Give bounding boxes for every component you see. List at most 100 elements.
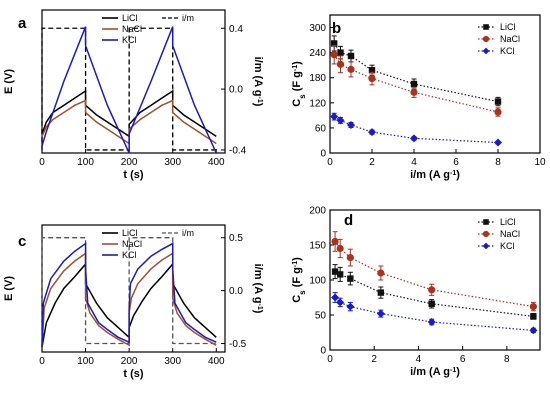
- x-tick-label: 0: [327, 354, 333, 365]
- legend-label: NaCl: [122, 239, 142, 249]
- legend-label: KCl: [500, 241, 515, 251]
- series-line-kcl: [41, 242, 217, 348]
- data-point-licl: [494, 98, 502, 105]
- data-point-nacl: [368, 74, 376, 83]
- y-tick-label: 0: [320, 149, 326, 160]
- x-tick-label: 0: [39, 157, 45, 168]
- panel-letter-b: b: [332, 20, 341, 37]
- data-point-licl: [347, 275, 354, 282]
- data-point-licl: [337, 49, 344, 56]
- data-point-licl: [530, 313, 537, 320]
- x-tick-label: 8: [504, 354, 510, 365]
- y2-tick-label: 0.0: [229, 85, 243, 96]
- legend-label: i/m: [182, 228, 194, 238]
- panel-a: 0 100 200 300 400 -0.4 0.0 0.4 t (s) E (V) i/m (A …: [3, 9, 264, 181]
- data-point-licl: [377, 289, 385, 296]
- y-tick-label: 240: [309, 48, 326, 59]
- legend-label: NaCl: [500, 34, 520, 44]
- data-point-kcl: [330, 112, 339, 121]
- x-tick-label: 400: [208, 356, 225, 367]
- legend-label: LiCl: [500, 22, 516, 32]
- x-axis-label: i/m (A g-1): [410, 366, 460, 378]
- y-axis-label-part: s: [298, 94, 307, 99]
- data-point-nacl: [347, 65, 355, 73]
- legend-marker: [483, 24, 489, 30]
- legend-label: NaCl: [500, 229, 520, 239]
- data-point-licl: [347, 52, 355, 60]
- y-axis-label-part: ): [291, 61, 303, 65]
- y-tick-label: 200: [309, 206, 326, 217]
- y2-tick-label: 0.5: [229, 233, 243, 244]
- legend-marker: [482, 35, 490, 43]
- series-line-kcl: [41, 26, 217, 154]
- y-tick-label: 120: [309, 98, 326, 109]
- x-axis-label-part: -1: [450, 367, 456, 374]
- data-point-nacl: [377, 269, 385, 277]
- data-point-nacl: [331, 237, 339, 246]
- x-axis-label-part: i/m (A g: [410, 169, 450, 181]
- data-point-kcl: [368, 128, 376, 137]
- x-axis-label-part: -1: [450, 170, 456, 177]
- y2-axis-label-part: -1: [257, 304, 264, 310]
- data-point-kcl: [336, 298, 345, 307]
- data-point-kcl: [427, 318, 436, 326]
- data-point-licl: [368, 67, 376, 74]
- x-tick-label: 0: [327, 157, 333, 168]
- panel-letter-d: d: [344, 212, 353, 229]
- data-point-licl: [331, 40, 338, 47]
- y-axis-label-part: -1: [292, 65, 299, 71]
- y-axis-label: E (V): [3, 276, 15, 301]
- x-axis-label: t (s): [123, 169, 144, 181]
- x-axis-label-part: ): [456, 169, 460, 181]
- x-tick-label: 200: [121, 356, 138, 367]
- y2-tick-label: -0.4: [229, 145, 247, 156]
- data-point-kcl: [494, 138, 502, 147]
- y-axis-label-part: ): [291, 257, 303, 261]
- legend-marker: [482, 242, 490, 250]
- legend-marker: [482, 230, 490, 238]
- data-point-nacl: [410, 88, 418, 96]
- data-point-licl: [410, 80, 418, 88]
- plot-frame: [329, 14, 541, 154]
- y2-axis-label-part: i/m (A g: [252, 264, 264, 304]
- y-tick-label: 180: [309, 73, 326, 84]
- data-point-kcl: [376, 309, 385, 318]
- y-tick-label: 60: [315, 123, 327, 134]
- data-point-licl: [336, 271, 344, 278]
- y2-axis-label: i/m (A g-1): [252, 264, 264, 314]
- y-axis-label-part: C: [291, 295, 303, 303]
- x-axis-label: t (s): [123, 368, 144, 380]
- data-point-nacl: [336, 60, 345, 68]
- legend-label: KCl: [122, 35, 137, 45]
- legend-label: i/m: [182, 13, 194, 23]
- x-axis-label-part: ): [456, 366, 460, 378]
- y-tick-label: 50: [315, 311, 327, 322]
- x-tick-label: 300: [164, 157, 181, 168]
- legend-marker: [483, 219, 489, 225]
- data-point-nacl: [330, 51, 338, 59]
- y2-tick-label: 0.0: [229, 286, 243, 297]
- y-tick-label: 100: [309, 276, 326, 287]
- legend-label: KCl: [122, 250, 137, 260]
- y-axis-label-part: (F g: [291, 71, 303, 94]
- y-axis-label: Cs (F g-1): [291, 61, 307, 107]
- x-tick-label: 4: [416, 354, 422, 365]
- x-tick-label: 6: [453, 157, 459, 168]
- data-point-nacl: [336, 244, 344, 253]
- series-line-licl: [333, 43, 499, 103]
- data-point-licl: [428, 300, 435, 307]
- data-point-nacl: [428, 286, 436, 294]
- data-point-licl: [331, 268, 339, 275]
- panel-c: 0 100 200 300 400 -0.5 0.0 0.5 t (s) E (V) i/m (A …: [3, 224, 264, 380]
- data-point-nacl: [494, 108, 502, 116]
- y-axis-label-part: -1: [292, 261, 299, 267]
- y2-axis-label: i/m (A g-1): [252, 57, 264, 107]
- panel-letter-a: a: [18, 15, 27, 32]
- y-tick-label: 150: [309, 241, 326, 252]
- data-point-nacl: [529, 303, 537, 311]
- panel-letter-c: c: [18, 233, 26, 250]
- y2-axis-label-part: ): [252, 103, 264, 107]
- x-tick-label: 100: [77, 356, 94, 367]
